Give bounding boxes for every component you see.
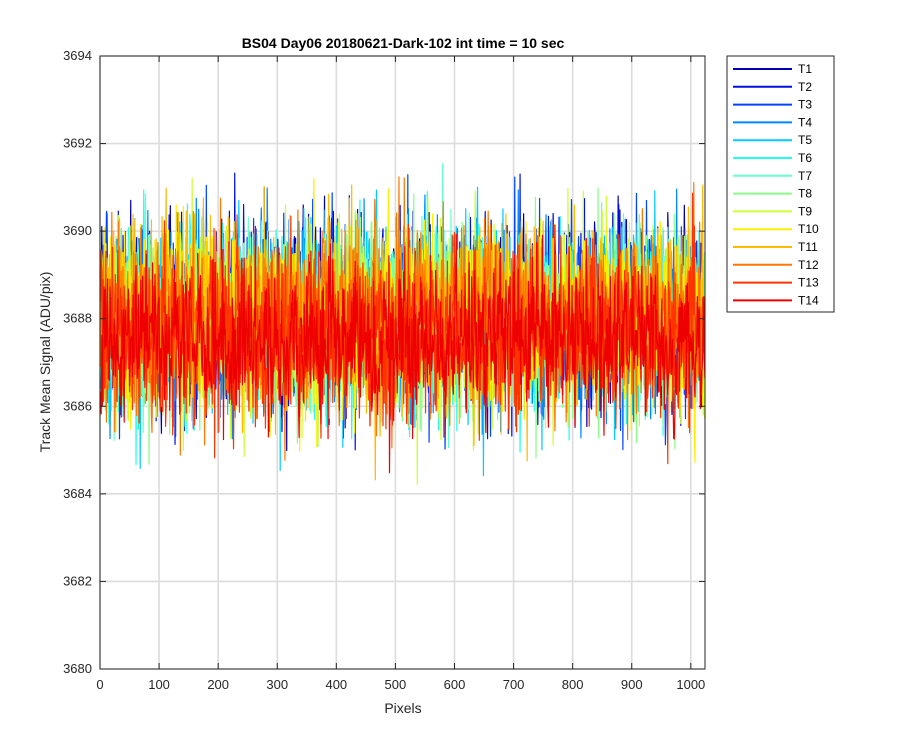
legend: T1 T2 T3 T4 T5 T6 T7 T8 T9 T10 T11 T12 T13 T14 [726, 55, 835, 313]
legend-item-t3: T3 [733, 98, 812, 112]
legend-label: T9 [798, 204, 812, 218]
legend-label: T7 [798, 169, 812, 183]
x-tick-label: 400 [325, 677, 347, 692]
x-tick-label: 200 [207, 677, 229, 692]
series-group [100, 162, 705, 486]
legend-label: T2 [798, 80, 812, 94]
y-tick-label: 3694 [63, 48, 92, 63]
legend-label: T12 [798, 258, 819, 272]
x-tick-label: 300 [266, 677, 288, 692]
legend-item-t11: T11 [733, 240, 818, 254]
legend-item-t14: T14 [733, 293, 819, 307]
legend-item-t1: T1 [733, 62, 812, 76]
y-tick-label: 3682 [63, 573, 92, 588]
legend-item-t9: T9 [733, 204, 812, 218]
legend-item-t10: T10 [733, 222, 819, 236]
legend-label: T4 [798, 115, 812, 129]
x-tick-label: 1000 [676, 677, 705, 692]
axes-box [99, 55, 706, 670]
legend-label: T14 [798, 293, 819, 307]
y-tick-label: 3684 [63, 486, 92, 501]
legend-item-t5: T5 [733, 133, 812, 147]
legend-item-t6: T6 [733, 151, 812, 165]
y-tick-label: 3680 [63, 661, 92, 676]
x-tick-label: 0 [96, 677, 103, 692]
legend-box [726, 55, 835, 313]
legend-item-t12: T12 [733, 258, 819, 272]
legend-label: T3 [798, 98, 812, 112]
legend-label: T10 [798, 222, 819, 236]
legend-label: T8 [798, 187, 812, 201]
legend-label: T11 [798, 240, 818, 254]
x-tick-label: 700 [503, 677, 525, 692]
x-tick-label: 500 [385, 677, 407, 692]
y-tick-label: 3688 [63, 311, 92, 326]
legend-item-t2: T2 [733, 80, 812, 94]
legend-label: T5 [798, 133, 812, 147]
legend-label: T1 [798, 62, 812, 76]
x-tick-label: 100 [148, 677, 170, 692]
series-line-t14 [100, 224, 705, 474]
x-tick-label: 900 [621, 677, 643, 692]
legend-item-t13: T13 [733, 276, 819, 290]
legend-item-t4: T4 [733, 115, 812, 129]
x-tick-label: 800 [562, 677, 584, 692]
legend-item-t8: T8 [733, 187, 812, 201]
x-axis-label: Pixels [384, 700, 421, 716]
chart-title: BS04 Day06 20180621-Dark-102 int time = … [242, 35, 565, 51]
ticks: 0 100 200 300 400 500 600 700 800 900 1000 3680 3682… [63, 48, 705, 692]
y-axis-label: Track Mean Signal (ADU/pix) [37, 272, 53, 453]
y-tick-label: 3686 [63, 398, 92, 413]
legend-label: T13 [798, 276, 819, 290]
y-tick-label: 3692 [63, 136, 92, 151]
x-tick-label: 600 [444, 677, 466, 692]
legend-label: T6 [798, 151, 812, 165]
legend-item-t7: T7 [733, 169, 812, 183]
y-tick-label: 3690 [63, 223, 92, 238]
